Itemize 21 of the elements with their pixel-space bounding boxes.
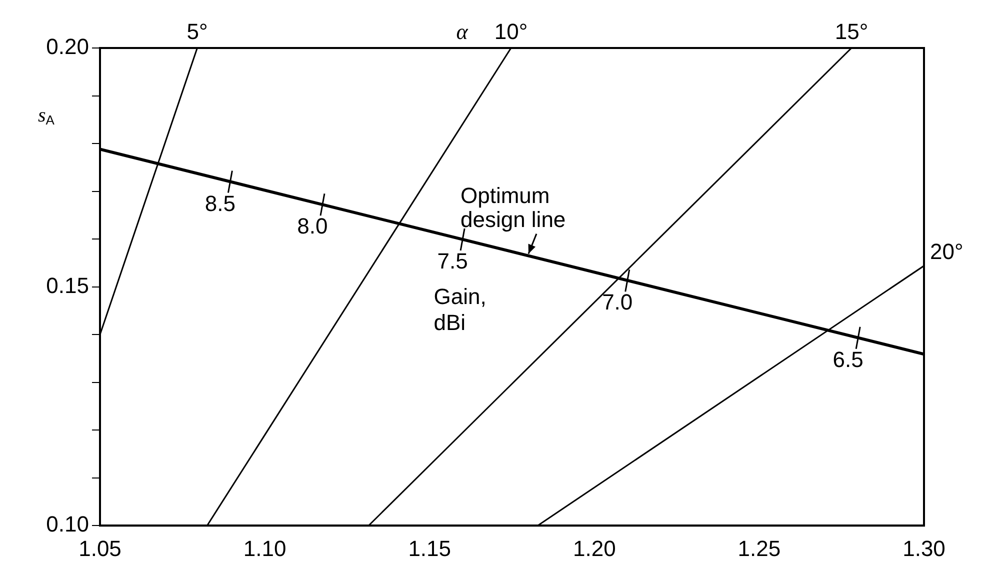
x-tick-label: 1.25	[738, 536, 781, 561]
y-tick-label: 0.20	[46, 34, 89, 60]
x-tick-label: 1.30	[902, 536, 946, 561]
y-tick-label: 0.15	[46, 272, 89, 298]
x-tick-label: 1.15	[408, 536, 452, 561]
annotation: Gain, dBi	[434, 284, 486, 335]
series-label: 15°	[834, 19, 868, 44]
x-tick-label: 1.10	[243, 536, 286, 561]
y-tick-label: 0.10	[46, 512, 89, 537]
series-label: Optimum design line	[460, 182, 566, 232]
series-label: 5°	[186, 19, 208, 44]
x-tick-label: 1.05	[78, 536, 122, 561]
annotation: 8.5	[204, 190, 236, 216]
x-tick-label: 1.20	[572, 536, 616, 561]
annotation: 7.5	[437, 248, 468, 274]
annotation: 7.0	[602, 290, 633, 315]
series-label: 20°	[930, 238, 964, 264]
x2-axis-title: α	[456, 18, 468, 44]
annotation: 8.0	[297, 214, 328, 239]
series-label: 10°	[494, 19, 528, 44]
annotation: 6.5	[832, 346, 864, 372]
